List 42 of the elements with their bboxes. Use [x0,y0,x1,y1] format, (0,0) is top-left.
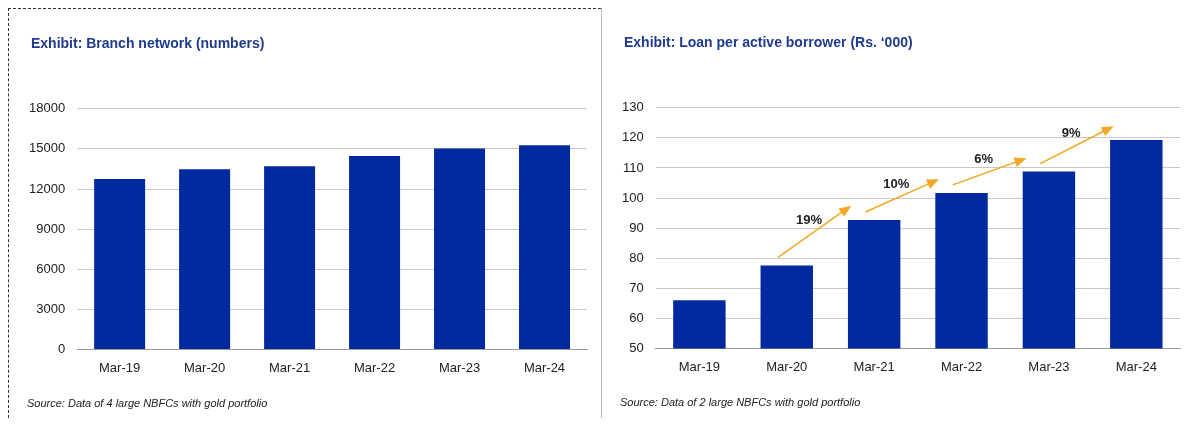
x-tick-label: Mar-23 [1028,358,1070,374]
x-tick-label: Mar-22 [940,358,983,374]
annotation: 9% [1061,124,1081,140]
x-tick-label: Mar-19 [99,359,141,375]
y-tick-label: 110 [622,159,644,175]
bar [519,145,571,349]
source-note: Source: Data of 2 large NBFCs with gold portfolio [620,396,861,408]
y-tick-label: 100 [621,189,644,205]
y-tick-label: 120 [621,129,644,145]
x-tick-label: Mar-24 [1115,358,1157,374]
source-note: Source: Data of 4 large NBFCs with gold portfolio [27,397,268,409]
bar [94,178,146,349]
x-tick-label: Mar-21 [853,358,895,374]
y-tick-label: 18000 [28,100,66,116]
x-tick-label: Mar-21 [268,359,311,375]
y-tick-label: 90 [629,219,644,235]
y-tick-label: 15000 [28,140,66,156]
annotation: 10% [883,175,910,191]
y-tick-label: 50 [629,339,644,355]
x-tick-label: Mar-19 [678,358,720,374]
x-tick-label: Mar-23 [438,359,481,375]
x-tick-label: Mar-20 [184,359,226,375]
x-tick-label: Mar-20 [766,358,808,374]
bar [264,166,316,349]
annotation: 6% [974,151,994,167]
x-tick-label: Mar-22 [353,359,396,375]
y-tick-label: 130 [621,99,644,115]
bar [349,156,401,349]
y-tick-label: 80 [629,249,644,265]
chart-title: Exhibit: Loan per active borrower (Rs. ‘000) [624,34,913,50]
bar [434,148,486,349]
y-tick-label: 9000 [36,220,66,236]
y-tick-label: 6000 [36,260,66,276]
y-tick-label: 70 [629,279,644,295]
chart-title: Exhibit: Branch network (numbers) [31,35,265,51]
bar [179,169,231,349]
annotation: 19% [795,211,823,227]
y-tick-label: 12000 [28,180,66,196]
y-tick-label: 3000 [36,300,66,316]
x-tick-label: Mar-24 [523,359,566,375]
y-tick-label: 0 [57,340,66,356]
y-tick-label: 60 [629,309,644,325]
